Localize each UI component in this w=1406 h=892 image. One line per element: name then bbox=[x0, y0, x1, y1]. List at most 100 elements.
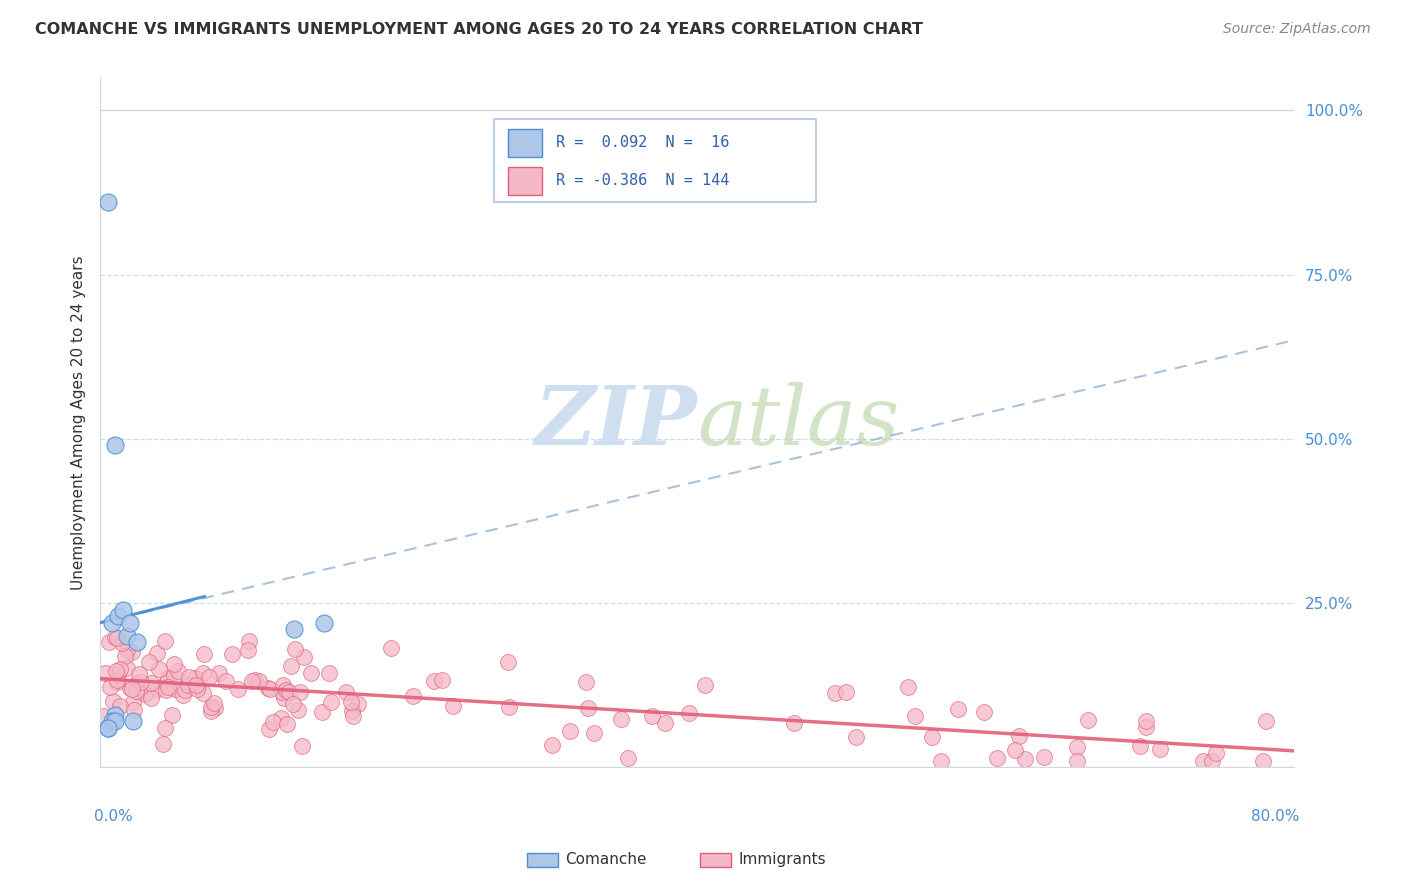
Text: 80.0%: 80.0% bbox=[1251, 809, 1299, 823]
FancyBboxPatch shape bbox=[509, 129, 541, 157]
Point bbox=[128, 667, 150, 681]
Point bbox=[284, 641, 307, 656]
Point bbox=[897, 681, 920, 695]
Point bbox=[340, 704, 363, 718]
Point bbox=[146, 646, 169, 660]
Point bbox=[257, 681, 280, 695]
Point bbox=[342, 709, 364, 723]
Point bbox=[1135, 720, 1157, 734]
Point bbox=[115, 629, 138, 643]
Point bbox=[122, 714, 145, 729]
Point bbox=[125, 676, 148, 690]
Point bbox=[1149, 742, 1171, 756]
Point bbox=[311, 705, 333, 719]
Point bbox=[157, 680, 180, 694]
Point bbox=[247, 674, 270, 689]
Point bbox=[1135, 714, 1157, 728]
Point bbox=[127, 635, 149, 649]
Point bbox=[498, 699, 520, 714]
Point bbox=[576, 701, 599, 715]
Point bbox=[108, 699, 131, 714]
Point bbox=[98, 634, 121, 648]
Point bbox=[105, 673, 128, 687]
Point bbox=[986, 751, 1008, 765]
Point bbox=[335, 685, 357, 699]
Point bbox=[283, 622, 305, 636]
Point bbox=[271, 677, 294, 691]
Point bbox=[176, 678, 198, 692]
Point bbox=[97, 195, 120, 210]
Point bbox=[111, 602, 134, 616]
Point bbox=[346, 697, 368, 711]
Point bbox=[1253, 754, 1275, 768]
Point bbox=[1129, 739, 1152, 754]
Point bbox=[583, 726, 606, 740]
Point bbox=[125, 684, 148, 698]
Y-axis label: Unemployment Among Ages 20 to 24 years: Unemployment Among Ages 20 to 24 years bbox=[72, 255, 86, 590]
Text: ZIP: ZIP bbox=[534, 383, 697, 462]
Point bbox=[98, 680, 121, 694]
Point bbox=[402, 689, 425, 703]
Point bbox=[101, 615, 124, 630]
Point bbox=[174, 682, 197, 697]
Point bbox=[197, 670, 219, 684]
Point bbox=[215, 673, 238, 688]
Point bbox=[558, 724, 581, 739]
Point bbox=[107, 666, 129, 681]
Point bbox=[574, 675, 596, 690]
Point bbox=[105, 631, 128, 645]
Text: Immigrants: Immigrants bbox=[738, 853, 825, 867]
Point bbox=[240, 673, 263, 688]
Point bbox=[921, 730, 943, 744]
Point bbox=[121, 645, 143, 659]
Point bbox=[496, 656, 519, 670]
Point bbox=[179, 670, 201, 684]
Point bbox=[138, 655, 160, 669]
Point bbox=[193, 647, 215, 661]
Point bbox=[139, 676, 162, 690]
Point bbox=[155, 634, 177, 648]
Text: atlas: atlas bbox=[697, 383, 900, 462]
Point bbox=[104, 438, 127, 452]
Point bbox=[290, 684, 312, 698]
Point bbox=[202, 696, 225, 710]
Point bbox=[115, 661, 138, 675]
Point bbox=[200, 699, 222, 714]
Point bbox=[139, 691, 162, 706]
Point bbox=[1192, 754, 1215, 768]
Point bbox=[155, 676, 177, 690]
Point bbox=[121, 681, 143, 696]
Point bbox=[172, 688, 194, 702]
Point bbox=[122, 703, 145, 717]
Point bbox=[824, 686, 846, 700]
Point bbox=[184, 677, 207, 691]
Point bbox=[276, 717, 298, 731]
Point bbox=[929, 754, 952, 768]
Point bbox=[163, 669, 186, 683]
Point bbox=[108, 662, 131, 676]
Point bbox=[616, 751, 638, 765]
Point bbox=[111, 635, 134, 649]
Point bbox=[1077, 713, 1099, 727]
FancyBboxPatch shape bbox=[494, 119, 817, 202]
Point bbox=[167, 664, 190, 678]
Point bbox=[340, 695, 363, 709]
Point bbox=[162, 708, 184, 723]
Point bbox=[695, 677, 717, 691]
Point bbox=[430, 673, 453, 687]
Point bbox=[380, 640, 402, 655]
Point bbox=[259, 681, 281, 696]
Point bbox=[1201, 754, 1223, 768]
Point bbox=[1256, 714, 1278, 728]
Point bbox=[318, 666, 340, 681]
Point bbox=[104, 714, 127, 729]
Point bbox=[105, 674, 128, 689]
Point bbox=[262, 714, 284, 729]
Point bbox=[117, 642, 139, 657]
Point bbox=[128, 684, 150, 698]
Point bbox=[1004, 743, 1026, 757]
Point bbox=[146, 682, 169, 697]
Point bbox=[273, 691, 295, 706]
Point bbox=[1066, 739, 1088, 754]
Point bbox=[191, 686, 214, 700]
